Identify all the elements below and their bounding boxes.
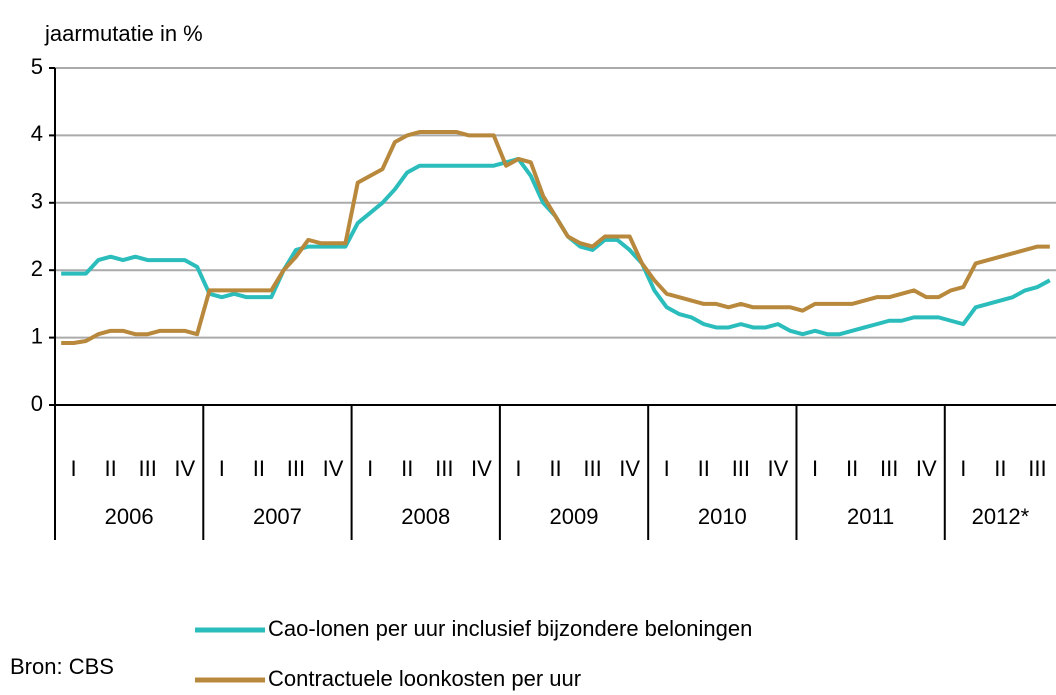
- x-tick-label: I: [664, 456, 670, 481]
- series-line: [61, 156, 1051, 337]
- x-tick-label: II: [253, 456, 265, 481]
- y-tick-label: 5: [31, 54, 43, 79]
- y-tick-label: 0: [31, 391, 43, 416]
- x-tick-label: II: [401, 456, 413, 481]
- x-tick-label: II: [994, 456, 1006, 481]
- x-tick-label: IV: [619, 456, 640, 481]
- y-tick-label: 3: [31, 189, 43, 214]
- x-tick-label: II: [698, 456, 710, 481]
- source: Bron: CBS: [10, 654, 114, 679]
- year-label: 2006: [105, 504, 154, 529]
- x-tick-label: II: [104, 456, 116, 481]
- x-tick-label: I: [960, 456, 966, 481]
- legend-label: Contractuele loonkosten per uur: [268, 666, 581, 691]
- x-tick-label: II: [846, 456, 858, 481]
- x-tick-label: III: [1028, 456, 1046, 481]
- year-label: 2009: [550, 504, 599, 529]
- y-tick-label: 2: [31, 256, 43, 281]
- y-tick-label: 4: [31, 121, 43, 146]
- x-tick-label: I: [515, 456, 521, 481]
- year-label: 2008: [401, 504, 450, 529]
- x-tick-label: IV: [174, 456, 195, 481]
- x-tick-label: III: [435, 456, 453, 481]
- x-tick-label: IV: [916, 456, 937, 481]
- x-tick-label: I: [219, 456, 225, 481]
- series-line: [61, 130, 1050, 345]
- year-label: 2010: [698, 504, 747, 529]
- year-label: 2007: [253, 504, 302, 529]
- x-tick-label: IV: [768, 456, 789, 481]
- legend-label: Cao-lonen per uur inclusief bijzondere b…: [268, 616, 752, 641]
- x-tick-label: I: [812, 456, 818, 481]
- x-tick-label: III: [880, 456, 898, 481]
- x-tick-label: III: [583, 456, 601, 481]
- x-tick-label: IV: [323, 456, 344, 481]
- x-tick-label: II: [549, 456, 561, 481]
- x-tick-label: III: [287, 456, 305, 481]
- x-tick-label: III: [139, 456, 157, 481]
- x-tick-label: I: [367, 456, 373, 481]
- year-label: 2011: [847, 504, 894, 529]
- y-tick-label: 1: [31, 323, 43, 348]
- x-tick-label: IV: [471, 456, 492, 481]
- x-tick-label: I: [70, 456, 76, 481]
- year-label: 2012*: [972, 504, 1030, 529]
- x-tick-label: III: [732, 456, 750, 481]
- y-axis-label: jaarmutatie in %: [44, 21, 203, 46]
